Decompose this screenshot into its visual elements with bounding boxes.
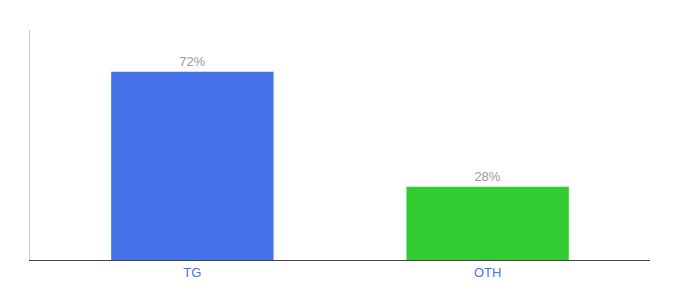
svg-text:OTH: OTH: [474, 265, 501, 280]
svg-text:72%: 72%: [179, 54, 205, 69]
svg-text:28%: 28%: [474, 169, 500, 184]
svg-text:TG: TG: [183, 265, 201, 280]
